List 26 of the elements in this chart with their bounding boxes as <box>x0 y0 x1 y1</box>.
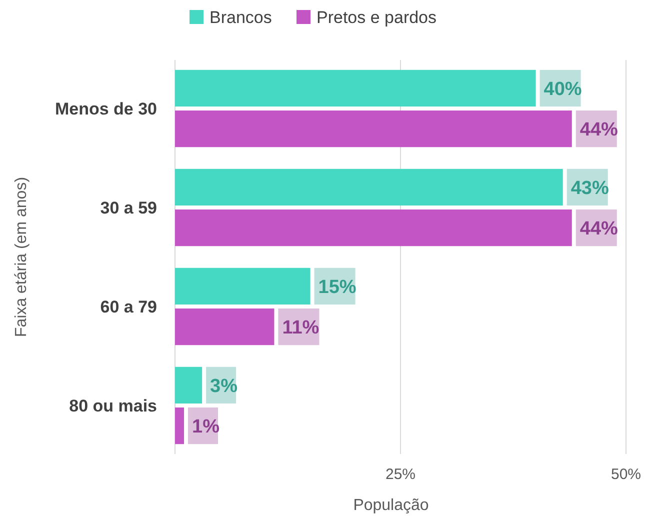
bar <box>175 407 184 444</box>
legend-label: Pretos e pardos <box>316 8 437 27</box>
y-tick-label: 80 ou mais <box>69 396 157 416</box>
data-label: 3% <box>210 376 238 397</box>
bar <box>175 168 563 206</box>
bar <box>175 110 572 148</box>
data-label: 43% <box>570 178 609 199</box>
data-label: 40% <box>544 78 582 100</box>
x-tick-label: 50% <box>610 466 642 483</box>
data-label: 11% <box>282 317 320 338</box>
legend-label: Brancos <box>210 8 272 27</box>
bar <box>175 366 202 404</box>
data-label: 44% <box>580 119 618 140</box>
bar <box>175 70 536 107</box>
bar <box>175 308 274 346</box>
bar <box>175 268 310 304</box>
y-tick-label: 30 a 59 <box>100 198 157 218</box>
bar <box>175 210 572 246</box>
y-tick-label: 60 a 79 <box>100 297 157 316</box>
x-tick-label: 25% <box>385 466 416 483</box>
data-label: 15% <box>318 276 356 298</box>
y-tick-label: Menos de 30 <box>54 99 157 118</box>
data-label: 1% <box>192 416 220 438</box>
x-axis-title: População <box>353 497 429 514</box>
y-axis-title: Faixa etária (em anos) <box>13 176 30 338</box>
data-label: 44% <box>580 218 618 240</box>
